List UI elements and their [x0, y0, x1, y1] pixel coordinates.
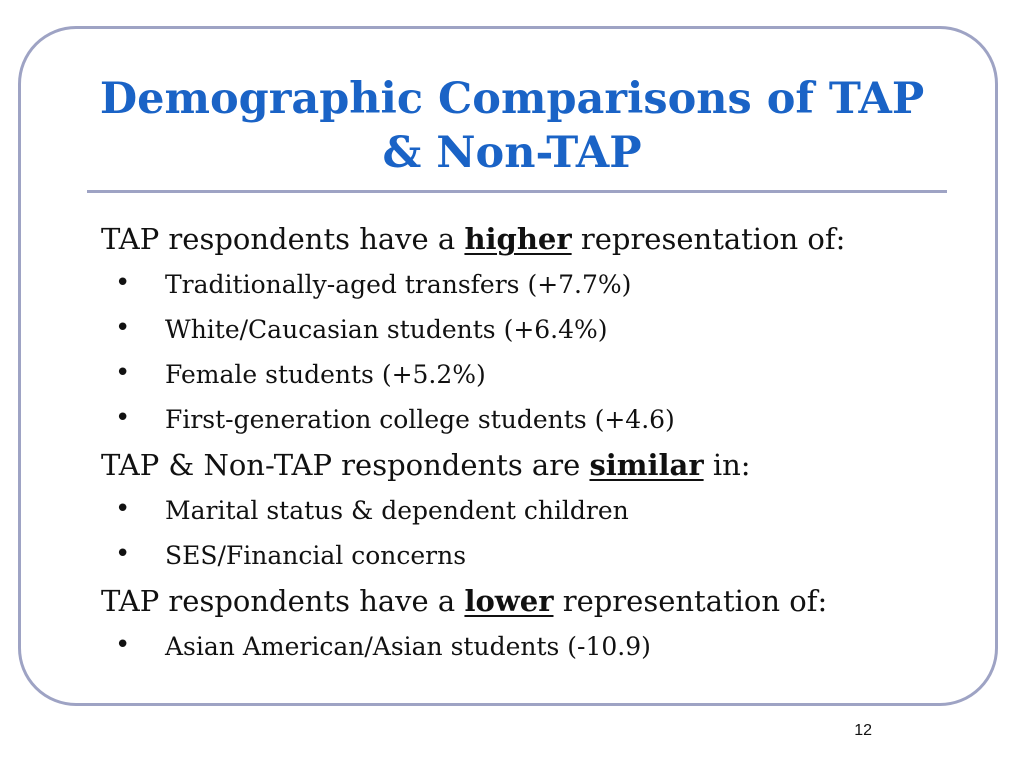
bullet-icon: •	[115, 494, 131, 524]
bullet-text: Female students (+5.2%)	[165, 360, 486, 389]
bullet-item: • Female students (+5.2%)	[101, 352, 981, 397]
section-higher: TAP respondents have a higher representa…	[101, 216, 981, 442]
bullet-icon: •	[115, 313, 131, 343]
section-keyword: similar	[589, 448, 704, 482]
section-lower: TAP respondents have a lower representat…	[101, 578, 981, 669]
bullet-item: • White/Caucasian students (+6.4%)	[101, 307, 981, 352]
bullet-icon: •	[115, 630, 131, 660]
slide-frame	[18, 26, 998, 706]
bullet-item: • SES/Financial concerns	[101, 533, 981, 578]
slide-title-line-1: Demographic Comparisons of TAP	[99, 74, 925, 124]
section-similar: TAP & Non-TAP respondents are similar in…	[101, 442, 981, 578]
section-heading: TAP & Non-TAP respondents are similar in…	[101, 442, 981, 488]
section-keyword: higher	[464, 222, 572, 256]
slide-title-line-2: & Non-TAP	[382, 128, 642, 178]
section-heading-prefix: TAP respondents have a	[101, 584, 465, 618]
section-heading: TAP respondents have a higher representa…	[101, 216, 981, 262]
section-keyword: lower	[464, 584, 554, 618]
bullet-list: • Marital status & dependent children • SE…	[101, 488, 981, 578]
section-heading: TAP respondents have a lower representat…	[101, 578, 981, 624]
bullet-text: Asian American/Asian students (-10.9)	[165, 632, 651, 661]
page-number: 12	[854, 722, 872, 739]
bullet-item: • First-generation college students (+4.6…	[101, 397, 981, 442]
bullet-text: SES/Financial concerns	[165, 541, 467, 570]
bullet-list: • Traditionally-aged transfers (+7.7%) • W…	[101, 262, 981, 442]
bullet-text: White/Caucasian students (+6.4%)	[165, 315, 608, 344]
title-divider	[87, 190, 947, 193]
bullet-text: Marital status & dependent children	[165, 496, 629, 525]
section-heading-prefix: TAP respondents have a	[101, 222, 465, 256]
bullet-item: • Marital status & dependent children	[101, 488, 981, 533]
section-heading-suffix: in:	[703, 448, 751, 482]
bullet-list: • Asian American/Asian students (-10.9)	[101, 624, 981, 669]
slide-body: TAP respondents have a higher representa…	[101, 216, 981, 669]
section-heading-suffix: representation of:	[571, 222, 846, 256]
slide-title: Demographic Comparisons of TAP & Non-TAP	[40, 72, 984, 180]
bullet-icon: •	[115, 358, 131, 388]
bullet-icon: •	[115, 403, 131, 433]
section-heading-suffix: representation of:	[553, 584, 828, 618]
bullet-icon: •	[115, 539, 131, 569]
bullet-text: First-generation college students (+4.6)	[165, 405, 675, 434]
section-heading-prefix: TAP & Non-TAP respondents are	[101, 448, 590, 482]
bullet-item: • Traditionally-aged transfers (+7.7%)	[101, 262, 981, 307]
bullet-item: • Asian American/Asian students (-10.9)	[101, 624, 981, 669]
bullet-text: Traditionally-aged transfers (+7.7%)	[165, 270, 632, 299]
bullet-icon: •	[115, 268, 131, 298]
